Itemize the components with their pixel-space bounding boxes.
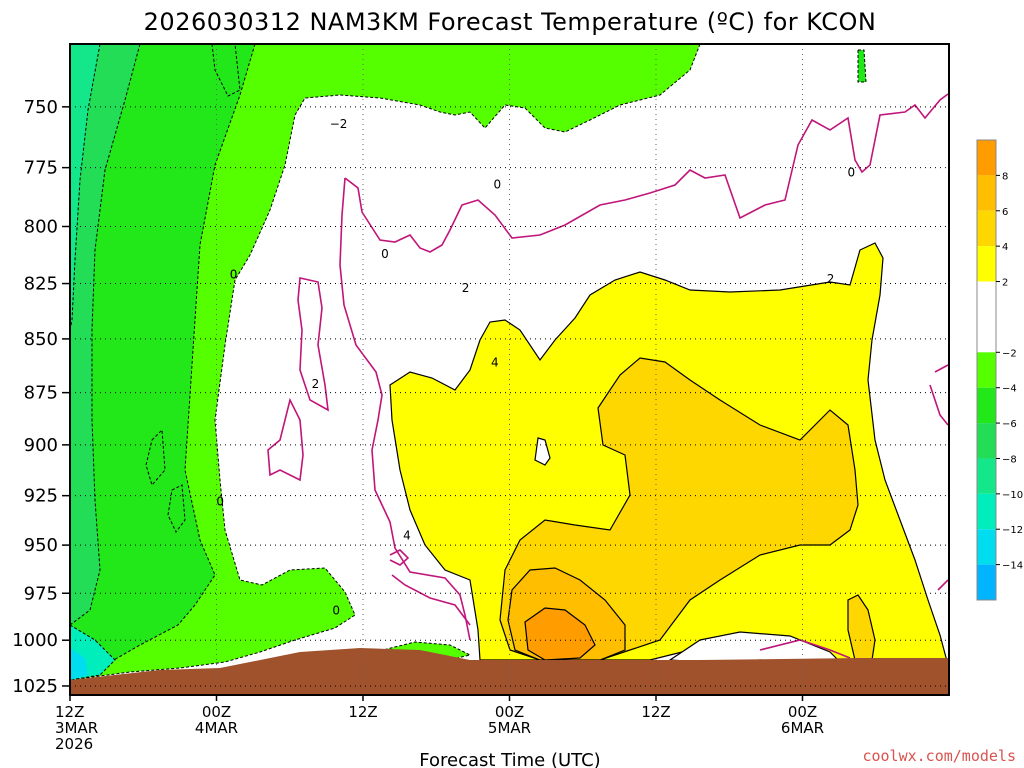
time-tick-label-0-0: 12Z [55,703,84,721]
colorbar-tick-label-0: 8 [1002,171,1008,182]
time-tick-label-3-0: 00Z [495,703,524,721]
colorbar-bin-2 [977,210,996,247]
cold-blob-upper [211,44,241,97]
warm-region-8 [524,607,596,661]
time-tick-label-1-0: 00Z [202,703,231,721]
cold-region-neg4 [70,44,256,673]
pressure-axis: 750 775 800 825 850 875 900 925 950 975 1000 1025 [12,97,70,697]
pressure-tick-label-11: 1025 [12,676,58,697]
contour-label-8: 2 [462,281,470,295]
time-tick-label-0-1: 3MAR [55,719,98,737]
colorbar-tick-label-3: 2 [1002,278,1008,289]
cold-region-neg2 [70,44,701,681]
pressure-tick-label-2: 800 [24,217,58,238]
grid-lines [70,44,949,695]
cold-blob-top-right [857,49,867,83]
colorbar-tick-label-10: −14 [1002,561,1023,572]
colorbar-bin-7 [977,423,996,459]
zero-degree-contours [267,93,949,659]
colorbar-frame [976,139,997,601]
colorbar-bin-3 [977,246,996,282]
colorbar-bin-0 [977,140,996,176]
pressure-tick-label-1: 775 [24,158,58,179]
pressure-tick-label-5: 875 [24,383,58,404]
contour-label-1: 0 [493,177,501,191]
pressure-tick-label-3: 825 [24,274,58,295]
contour-label-5: 0 [216,495,224,509]
pressure-tick-label-8: 950 [24,535,58,556]
pressure-tick-label-10: 1000 [12,630,58,651]
colorbar-bin-4 [977,281,996,353]
warm-region-4 [499,357,859,661]
colorbar-tick-label-6: −6 [1002,419,1017,430]
cold-region-neg6 [70,44,141,626]
cold-pocket-core [70,648,88,680]
colorbar: 8 6 4 2 −2 −4 −6 −8 −10 −12 −14 [976,139,1023,601]
colorbar-tick-label-9: −12 [1002,525,1023,536]
time-tick-label-2-0: 12Z [348,703,377,721]
colorbar-bin-1 [977,175,996,211]
pressure-tick-label-9: 975 [24,583,58,604]
time-tick-label-0-2: 2026 [55,735,93,753]
contour-label-9: 2 [827,272,835,286]
chart-title: 2026030312 NAM3KM Forecast Temperature (… [144,8,877,36]
colorbar-bin-10 [977,529,996,565]
contour-labels: −2 0 0 0 0 0 0 2 2 2 4 4 [216,117,855,617]
pressure-tick-label-6: 900 [24,435,58,456]
colorbar-bin-6 [977,387,996,424]
warm-hole [534,437,551,466]
warm-region-4-right [847,594,876,661]
pressure-tick-label-0: 750 [24,97,58,118]
time-tick-label-3-1: 5MAR [488,719,531,737]
contour-label-10: 4 [491,356,499,370]
colorbar-tick-label-2: 4 [1002,242,1008,253]
colorbar-tick-label-8: −10 [1002,490,1023,501]
contour-label-0: −2 [330,117,348,131]
time-tick-label-4-0: 12Z [641,703,670,721]
contour-label-7: 2 [312,377,320,391]
cold-blob-lower [167,484,186,533]
colorbar-bin-5 [977,352,996,388]
contour-label-3: 0 [381,247,389,261]
time-tick-label-5-0: 00Z [788,703,817,721]
pressure-tick-label-7: 925 [24,486,58,507]
colorbar-tick-label-1: 6 [1002,207,1008,218]
contour-label-2: 0 [848,165,856,179]
colorbar-tick-label-4: −2 [1002,348,1017,359]
contour-label-6: 0 [332,603,340,617]
time-tick-label-5-1: 6MAR [781,719,824,737]
colorbar-bin-9 [977,493,996,530]
pressure-tick-label-4: 850 [24,329,58,350]
colorbar-tick-label-5: −4 [1002,384,1017,395]
colorbar-bin-11 [977,564,996,600]
terrain [70,648,949,695]
x-axis-label: Forecast Time (UTC) [419,750,600,768]
contour-label-4: 0 [230,268,238,282]
colorbar-tick-label-7: −8 [1002,454,1017,465]
cold-blob-mid [145,428,166,487]
contour-label-11: 4 [403,528,411,542]
time-tick-label-1-1: 4MAR [195,719,238,737]
credit-text: coolwx.com/models [862,747,1016,765]
colorbar-bin-8 [977,458,996,494]
